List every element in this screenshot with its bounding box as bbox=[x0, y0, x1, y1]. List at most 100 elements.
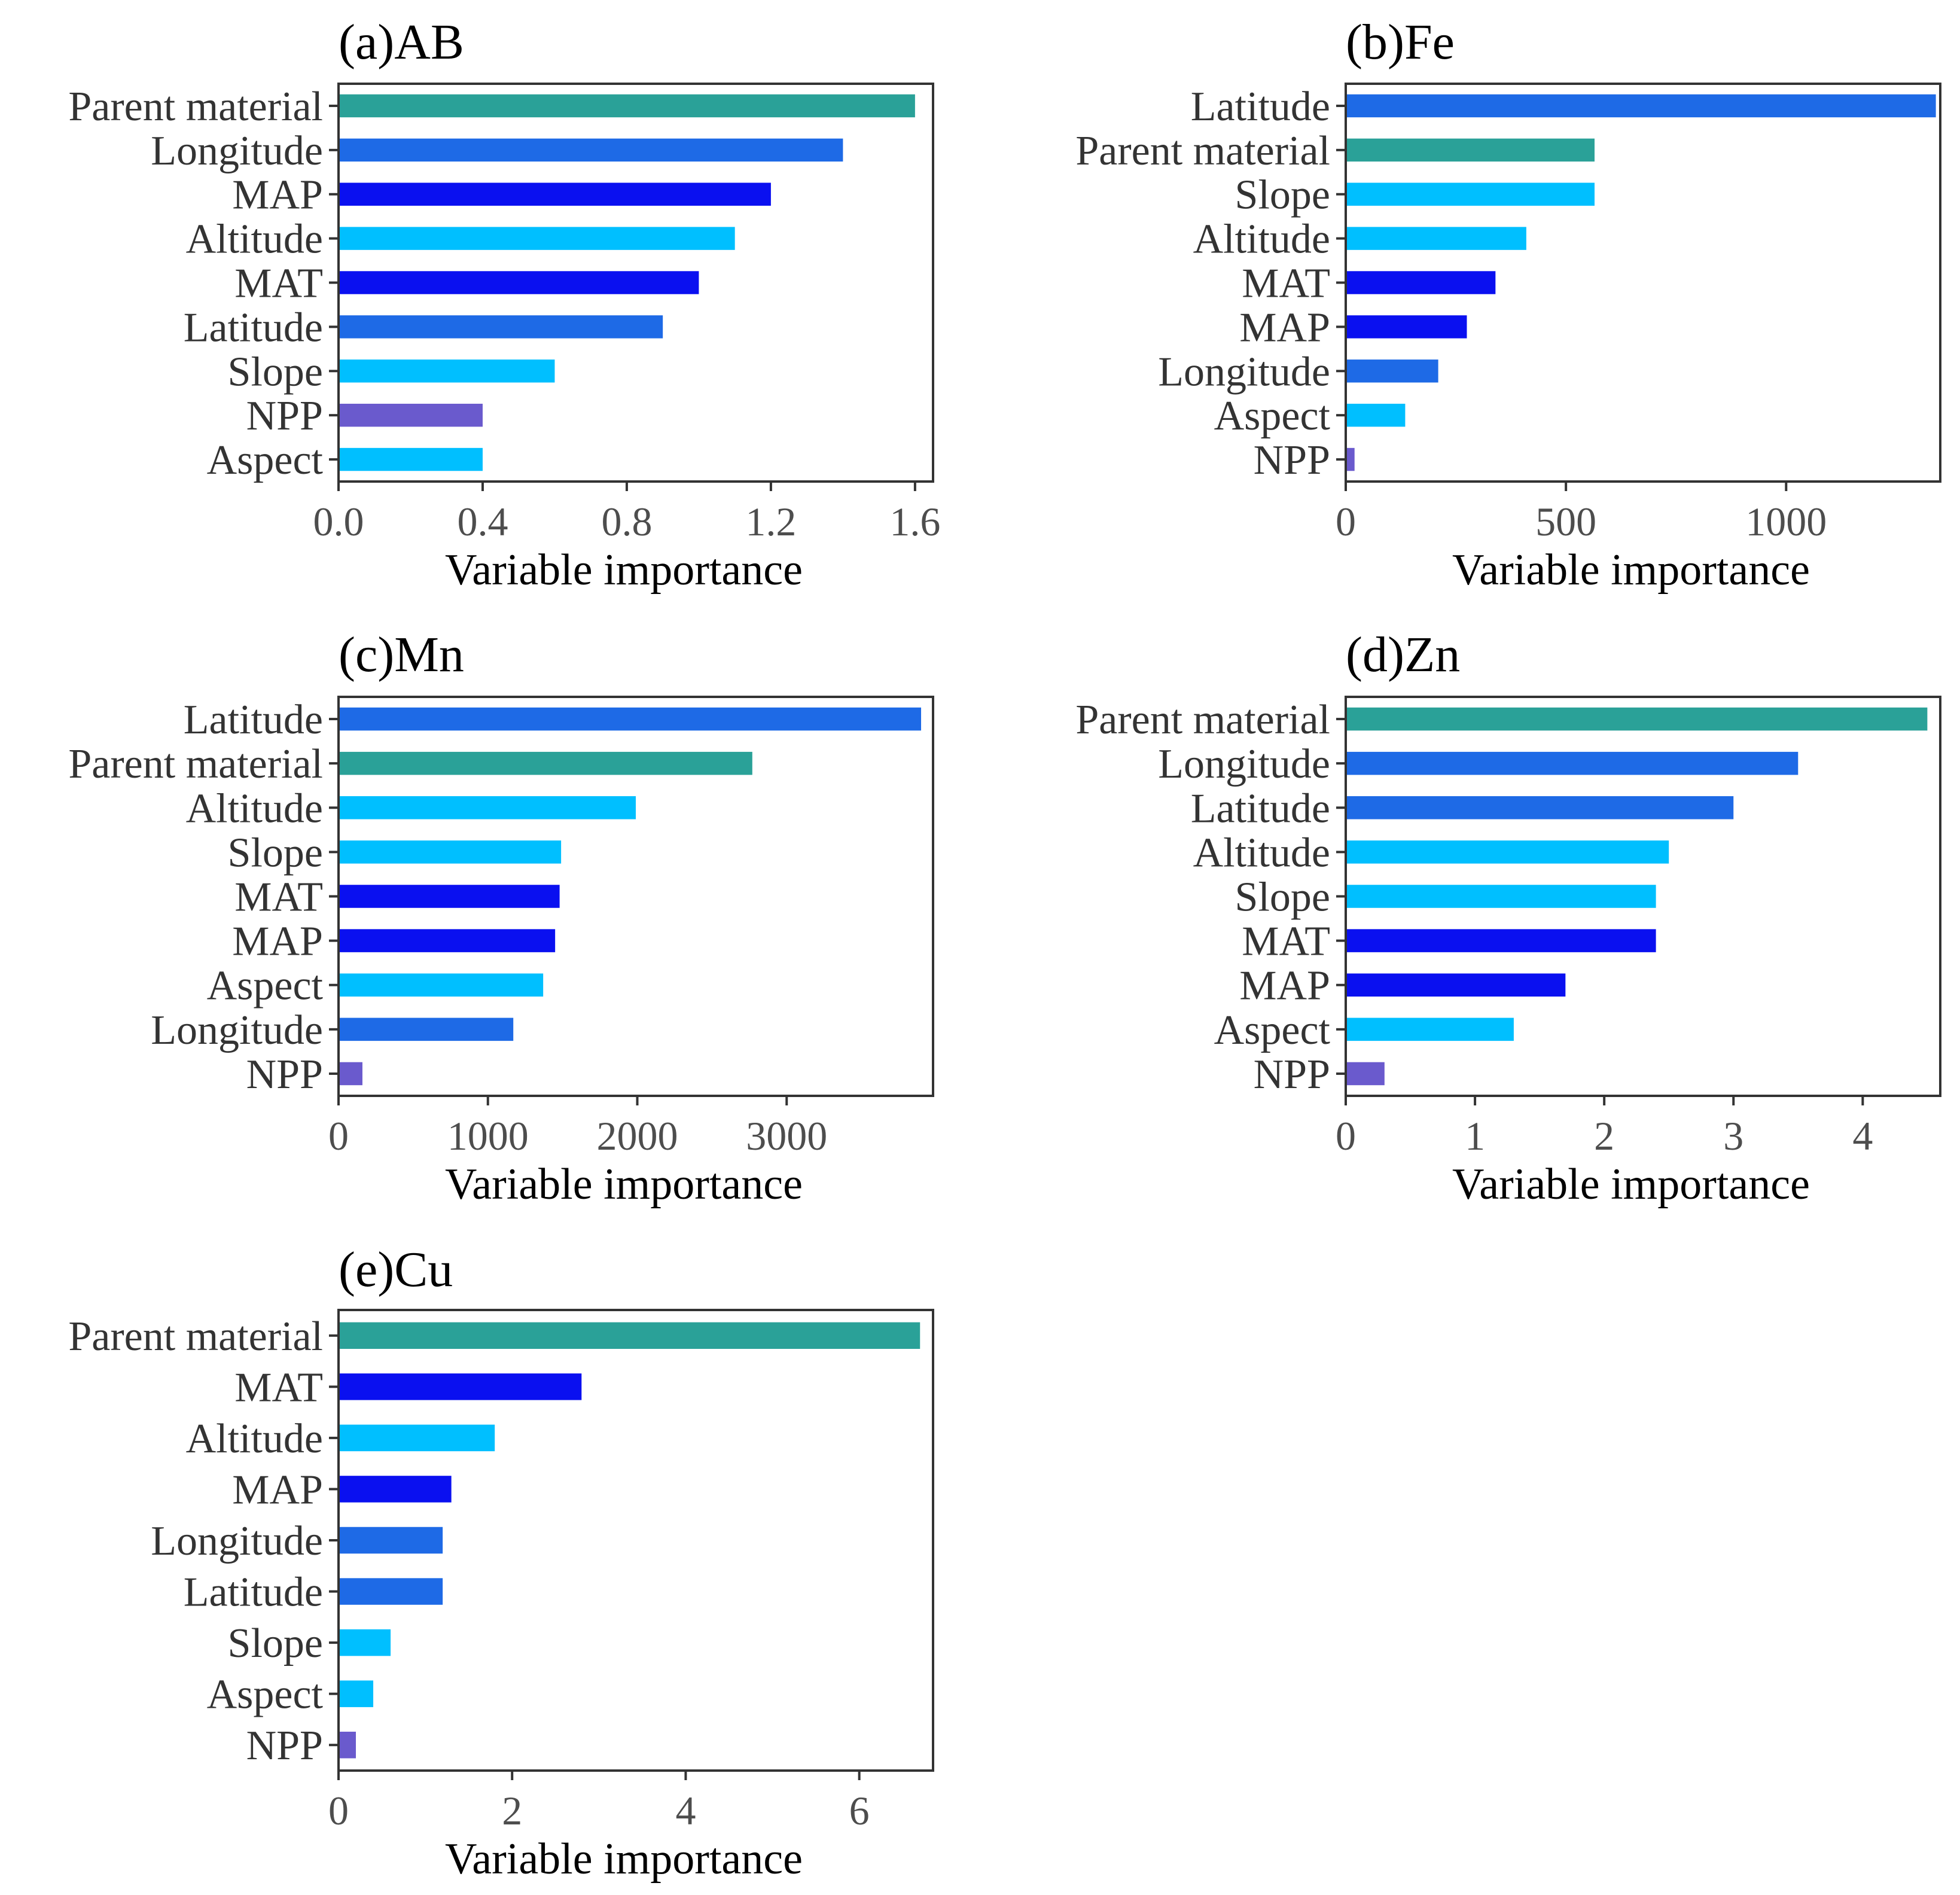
bar bbox=[339, 1527, 443, 1554]
plot-frame bbox=[1345, 83, 1941, 483]
x-tick-label: 500 bbox=[1535, 499, 1596, 544]
bar bbox=[339, 840, 562, 864]
bar bbox=[1346, 707, 1928, 731]
bar bbox=[1346, 447, 1355, 471]
category-label: NPP bbox=[1254, 437, 1330, 483]
category-label: Aspect bbox=[1214, 393, 1331, 439]
bar bbox=[1346, 1017, 1514, 1041]
panel-title: (e)Cu bbox=[339, 1242, 453, 1297]
bar bbox=[339, 1322, 920, 1349]
x-tick-label: 0 bbox=[328, 1788, 349, 1833]
category-label: Latitude bbox=[1191, 84, 1330, 130]
x-tick-label: 1000 bbox=[447, 1113, 529, 1159]
bar bbox=[1346, 751, 1799, 775]
category-label: Aspect bbox=[207, 437, 324, 483]
x-tick-label: 2 bbox=[1594, 1113, 1614, 1159]
bar bbox=[1346, 929, 1656, 952]
x-tick-label: 1000 bbox=[1745, 499, 1827, 544]
category-label: MAT bbox=[234, 1364, 323, 1410]
bar bbox=[1346, 138, 1595, 162]
panel-title: (b)Fe bbox=[1346, 14, 1455, 70]
category-label: Longitude bbox=[1158, 741, 1330, 787]
category-label: MAP bbox=[232, 172, 323, 218]
bar bbox=[339, 1373, 582, 1400]
x-axis-title: Variable importance bbox=[445, 1160, 803, 1209]
bar bbox=[339, 1476, 452, 1503]
bar bbox=[339, 796, 636, 819]
category-label: Altitude bbox=[186, 217, 323, 263]
x-tick-label: 2000 bbox=[596, 1113, 678, 1159]
x-tick-label: 3 bbox=[1723, 1113, 1743, 1159]
panel-title: (c)Mn bbox=[339, 627, 464, 683]
bar bbox=[339, 94, 915, 118]
x-tick-label: 2 bbox=[502, 1788, 522, 1833]
bar bbox=[339, 885, 560, 908]
category-label: Parent material bbox=[1075, 697, 1330, 743]
x-tick-label: 6 bbox=[849, 1788, 870, 1833]
x-tick-label: 0 bbox=[1336, 1113, 1356, 1159]
category-label: Parent material bbox=[1075, 128, 1330, 174]
category-label: Altitude bbox=[186, 785, 323, 831]
bar bbox=[1346, 359, 1438, 383]
plot-frame bbox=[1345, 696, 1941, 1097]
bar bbox=[339, 707, 922, 731]
x-tick-label: 0.8 bbox=[601, 499, 652, 544]
category-label: Parent material bbox=[68, 1314, 323, 1360]
category-label: Latitude bbox=[184, 1570, 323, 1616]
x-axis-title: Variable importance bbox=[445, 546, 803, 595]
x-tick-label: 0 bbox=[1336, 499, 1356, 544]
bar bbox=[1346, 1062, 1385, 1086]
category-label: Latitude bbox=[1191, 785, 1330, 831]
category-label: NPP bbox=[1254, 1052, 1330, 1098]
category-label: Altitude bbox=[186, 1416, 323, 1462]
x-tick-label: 1.2 bbox=[745, 499, 796, 544]
bar bbox=[339, 182, 771, 206]
bar bbox=[339, 751, 752, 775]
x-axis-title: Variable importance bbox=[1452, 1160, 1810, 1209]
bar bbox=[339, 1424, 495, 1452]
category-label: Parent material bbox=[68, 741, 323, 787]
bar bbox=[339, 973, 544, 997]
category-label: Latitude bbox=[184, 304, 323, 351]
bar bbox=[339, 1629, 391, 1656]
panel-title: (a)AB bbox=[339, 14, 464, 70]
x-axis-title: Variable importance bbox=[1452, 546, 1810, 595]
panel-title: (d)Zn bbox=[1346, 627, 1460, 683]
category-label: Aspect bbox=[207, 963, 324, 1009]
chart-panel-1: (a)AB Parent materialLongitudeMAPAltitude… bbox=[68, 14, 940, 595]
category-label: Altitude bbox=[1193, 830, 1330, 876]
category-label: NPP bbox=[246, 1052, 323, 1098]
category-label: Altitude bbox=[1193, 217, 1330, 263]
bar bbox=[339, 1062, 362, 1086]
category-label: NPP bbox=[246, 1723, 323, 1769]
category-label: Slope bbox=[228, 349, 323, 395]
category-label: Slope bbox=[1235, 875, 1330, 921]
category-label: Longitude bbox=[151, 128, 323, 174]
category-label: MAT bbox=[1242, 919, 1330, 965]
category-label: MAP bbox=[1239, 963, 1330, 1009]
bar bbox=[1346, 403, 1406, 427]
category-label: Parent material bbox=[68, 84, 323, 130]
category-label: Aspect bbox=[1214, 1007, 1331, 1053]
category-label: Slope bbox=[1235, 172, 1330, 218]
bar bbox=[339, 403, 483, 427]
bar bbox=[339, 1731, 356, 1759]
plot-frame bbox=[337, 696, 934, 1097]
plot-frame bbox=[337, 83, 934, 483]
category-label: Longitude bbox=[1158, 349, 1330, 395]
bar bbox=[1346, 885, 1656, 908]
category-label: Longitude bbox=[151, 1007, 323, 1053]
bar bbox=[1346, 94, 1936, 118]
category-label: Slope bbox=[228, 1620, 323, 1666]
category-label: MAP bbox=[1239, 304, 1330, 351]
x-axis-title: Variable importance bbox=[445, 1835, 803, 1884]
category-label: MAT bbox=[1242, 261, 1330, 307]
category-label: MAT bbox=[234, 261, 323, 307]
x-tick-label: 0.0 bbox=[313, 499, 364, 544]
chart-panel-4: (d)Zn Parent materialLongitudeLatitudeAlt… bbox=[1075, 627, 1941, 1209]
category-label: Longitude bbox=[151, 1518, 323, 1564]
